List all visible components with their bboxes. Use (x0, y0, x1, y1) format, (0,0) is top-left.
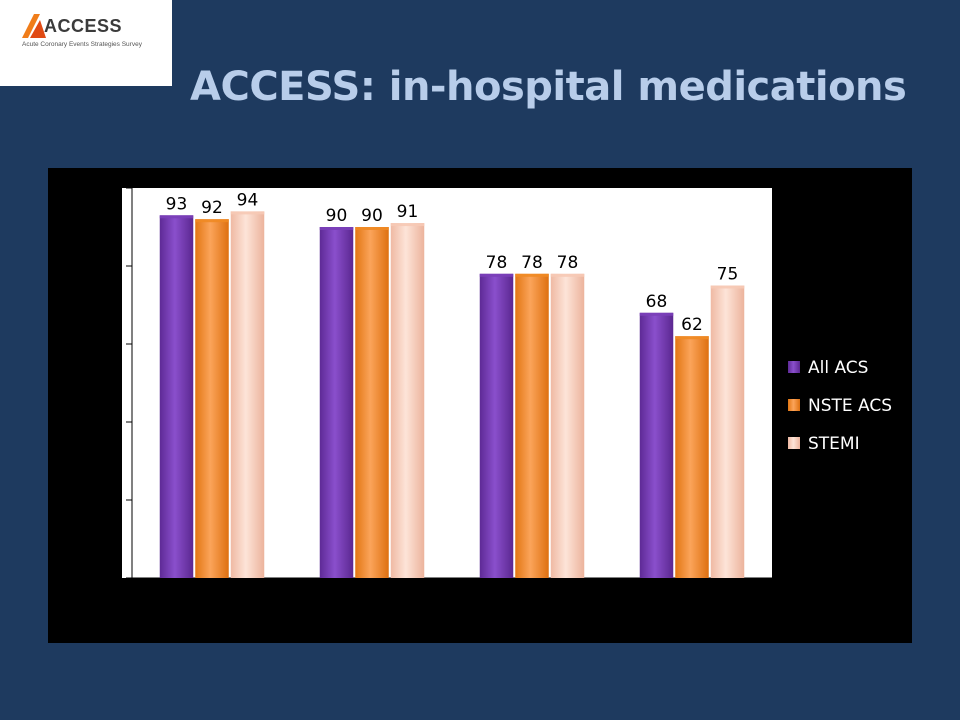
bar-top-highlight (159, 215, 194, 219)
data-label: 62 (681, 315, 703, 335)
bar (355, 227, 389, 578)
bar-top-highlight (390, 223, 425, 227)
x-tick-label: Beta-blocker (478, 601, 585, 621)
bar (710, 285, 745, 578)
data-label: 92 (201, 198, 223, 218)
bar-top-highlight (479, 273, 514, 277)
data-label: 68 (646, 292, 668, 312)
legend-swatch (788, 437, 800, 449)
bar (515, 273, 549, 578)
data-label: 78 (557, 253, 579, 273)
x-tick-label: ACE inhibitor (637, 601, 747, 621)
bar (639, 312, 674, 578)
data-label: 90 (326, 206, 348, 226)
bar (230, 211, 265, 578)
data-label: 94 (237, 190, 259, 210)
data-label: 90 (361, 206, 383, 226)
bar (675, 336, 709, 578)
logo: ACCESS Acute Coronary Events Strategies … (0, 0, 172, 86)
data-label: 75 (717, 265, 739, 285)
logo-tagline: Acute Coronary Events Strategies Survey (22, 41, 142, 48)
bar-top-highlight (675, 336, 709, 340)
data-label: 93 (166, 194, 188, 214)
legend-swatch (788, 361, 800, 373)
bar (195, 219, 229, 578)
bar-top-highlight (195, 219, 229, 223)
bar (159, 215, 194, 579)
bar-top-highlight (230, 211, 265, 215)
bar (390, 223, 425, 578)
legend-swatch (788, 399, 800, 411)
legend-label: NSTE ACS (808, 396, 892, 416)
bar-top-highlight (550, 273, 585, 277)
y-tick-label: 80 (88, 257, 110, 277)
legend-label: STEMI (808, 434, 860, 454)
y-tick-label: 60 (88, 335, 110, 355)
y-tick-label: 0 (99, 569, 110, 589)
data-label: 78 (521, 253, 543, 273)
data-label: 91 (397, 202, 419, 222)
chart-panel: 0 20 40 60 80 100 Rate (%) Aspirin 93 92 94 Statin… (48, 168, 912, 643)
bar-top-highlight (639, 312, 674, 316)
y-tick-label: 100 (78, 179, 110, 199)
data-label: 78 (486, 253, 508, 273)
y-tick-label: 40 (88, 413, 110, 433)
legend-label: All ACS (808, 358, 868, 378)
bar (550, 273, 585, 578)
access-logo-icon (22, 14, 46, 38)
x-tick-label: Aspirin (183, 601, 242, 621)
x-tick-label: Statin (347, 601, 397, 621)
bar-top-highlight (319, 227, 354, 230)
bar-chart: 0 20 40 60 80 100 Rate (%) Aspirin 93 92 94 Statin… (57, 179, 892, 621)
bar (319, 227, 354, 578)
bar-top-highlight (355, 227, 389, 230)
page-title: ACCESS: in-hospital medications (190, 64, 907, 110)
y-axis-label: Rate (%) (57, 342, 77, 425)
bar-top-highlight (710, 285, 745, 289)
logo-name: ACCESS (44, 16, 123, 36)
bar (479, 273, 514, 578)
y-tick-label: 20 (88, 491, 110, 511)
bar-top-highlight (515, 273, 549, 277)
